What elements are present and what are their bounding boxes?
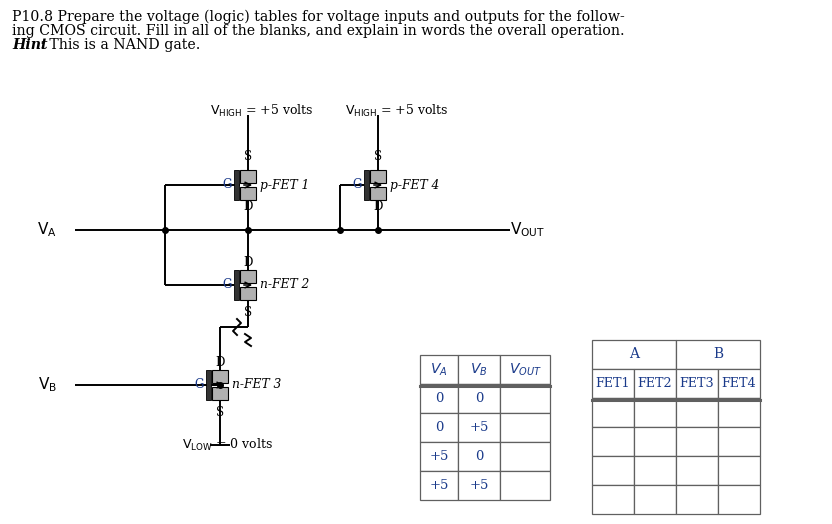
Bar (634, 427, 676, 456)
Text: $V_{OUT}$: $V_{OUT}$ (508, 362, 542, 378)
Text: 0: 0 (435, 392, 443, 405)
Bar (420, 471, 458, 500)
Bar (500, 413, 550, 442)
Text: $\mathrm{V_{OUT}}$: $\mathrm{V_{OUT}}$ (510, 221, 545, 239)
Bar (718, 427, 760, 456)
Bar (240, 187, 256, 200)
Bar (592, 427, 634, 456)
Bar (718, 456, 760, 485)
Bar (634, 369, 676, 398)
Text: FET3: FET3 (680, 377, 715, 390)
Text: n-FET 2: n-FET 2 (260, 278, 310, 291)
Bar (634, 485, 676, 514)
Text: G: G (195, 378, 204, 391)
Bar (458, 355, 500, 384)
Bar (234, 270, 239, 300)
Text: : This is a NAND gate.: : This is a NAND gate. (40, 38, 201, 52)
Bar (420, 413, 458, 442)
Text: $V_B$: $V_B$ (470, 362, 488, 378)
Text: $\mathrm{V_A}$: $\mathrm{V_A}$ (37, 221, 57, 239)
Text: D: D (243, 257, 253, 269)
Bar (592, 369, 634, 398)
Bar (420, 384, 458, 413)
Text: 0: 0 (475, 392, 483, 405)
Bar (592, 485, 634, 514)
Text: FET2: FET2 (637, 377, 672, 390)
Bar (458, 471, 500, 500)
Bar (676, 340, 760, 369)
Bar (676, 427, 718, 456)
Text: D: D (243, 201, 253, 213)
Bar (500, 442, 550, 471)
Bar (718, 485, 760, 514)
Text: $\mathrm{V_{HIGH}}$ = +5 volts: $\mathrm{V_{HIGH}}$ = +5 volts (210, 103, 314, 119)
Text: +5: +5 (469, 479, 488, 492)
Text: S: S (244, 307, 252, 320)
Bar (592, 340, 676, 369)
Bar (676, 398, 718, 427)
Text: FET1: FET1 (596, 377, 631, 390)
Bar (718, 398, 760, 427)
Bar (592, 398, 634, 427)
Text: p-FET 4: p-FET 4 (390, 179, 439, 191)
Bar (240, 270, 256, 283)
Bar (234, 170, 239, 200)
Bar (676, 369, 718, 398)
Text: $\mathrm{V_{HIGH}}$ = +5 volts: $\mathrm{V_{HIGH}}$ = +5 volts (345, 103, 448, 119)
Text: S: S (244, 150, 252, 163)
Text: D: D (215, 356, 225, 369)
Bar (212, 387, 228, 400)
Bar (370, 187, 386, 200)
Bar (718, 369, 760, 398)
Bar (676, 485, 718, 514)
Text: A: A (629, 347, 639, 362)
Bar (240, 170, 256, 183)
Text: n-FET 3: n-FET 3 (232, 378, 281, 391)
Bar (634, 456, 676, 485)
Text: FET4: FET4 (721, 377, 756, 390)
Text: G: G (353, 179, 362, 191)
Text: ing CMOS circuit. Fill in all of the blanks, and explain in words the overall op: ing CMOS circuit. Fill in all of the bla… (12, 24, 625, 38)
Bar (212, 370, 228, 383)
Bar (458, 413, 500, 442)
Text: 0: 0 (435, 421, 443, 434)
Text: S: S (216, 407, 224, 420)
Text: +5: +5 (429, 479, 448, 492)
Bar (206, 370, 211, 400)
Text: $V_A$: $V_A$ (430, 362, 448, 378)
Text: $\mathrm{V_{LOW}}$ = 0 volts: $\mathrm{V_{LOW}}$ = 0 volts (182, 437, 273, 453)
Text: G: G (223, 179, 232, 191)
Text: $\mathrm{V_B}$: $\mathrm{V_B}$ (38, 376, 57, 395)
Text: B: B (713, 347, 723, 362)
Bar (420, 355, 458, 384)
Bar (592, 456, 634, 485)
Text: p-FET 1: p-FET 1 (260, 179, 310, 191)
Bar (458, 442, 500, 471)
Text: P10.8 Prepare the voltage (logic) tables for voltage inputs and outputs for the : P10.8 Prepare the voltage (logic) tables… (12, 10, 625, 25)
Bar (500, 355, 550, 384)
Bar (634, 398, 676, 427)
Bar (420, 442, 458, 471)
Text: 0: 0 (475, 450, 483, 463)
Bar (370, 170, 386, 183)
Bar (240, 287, 256, 300)
Text: Hint: Hint (12, 38, 47, 52)
Bar (676, 456, 718, 485)
Text: S: S (374, 150, 382, 163)
Bar (364, 170, 369, 200)
Bar (500, 471, 550, 500)
Text: G: G (223, 278, 232, 291)
Text: +5: +5 (469, 421, 488, 434)
Text: D: D (374, 201, 383, 213)
Bar (500, 384, 550, 413)
Text: +5: +5 (429, 450, 448, 463)
Bar (458, 384, 500, 413)
